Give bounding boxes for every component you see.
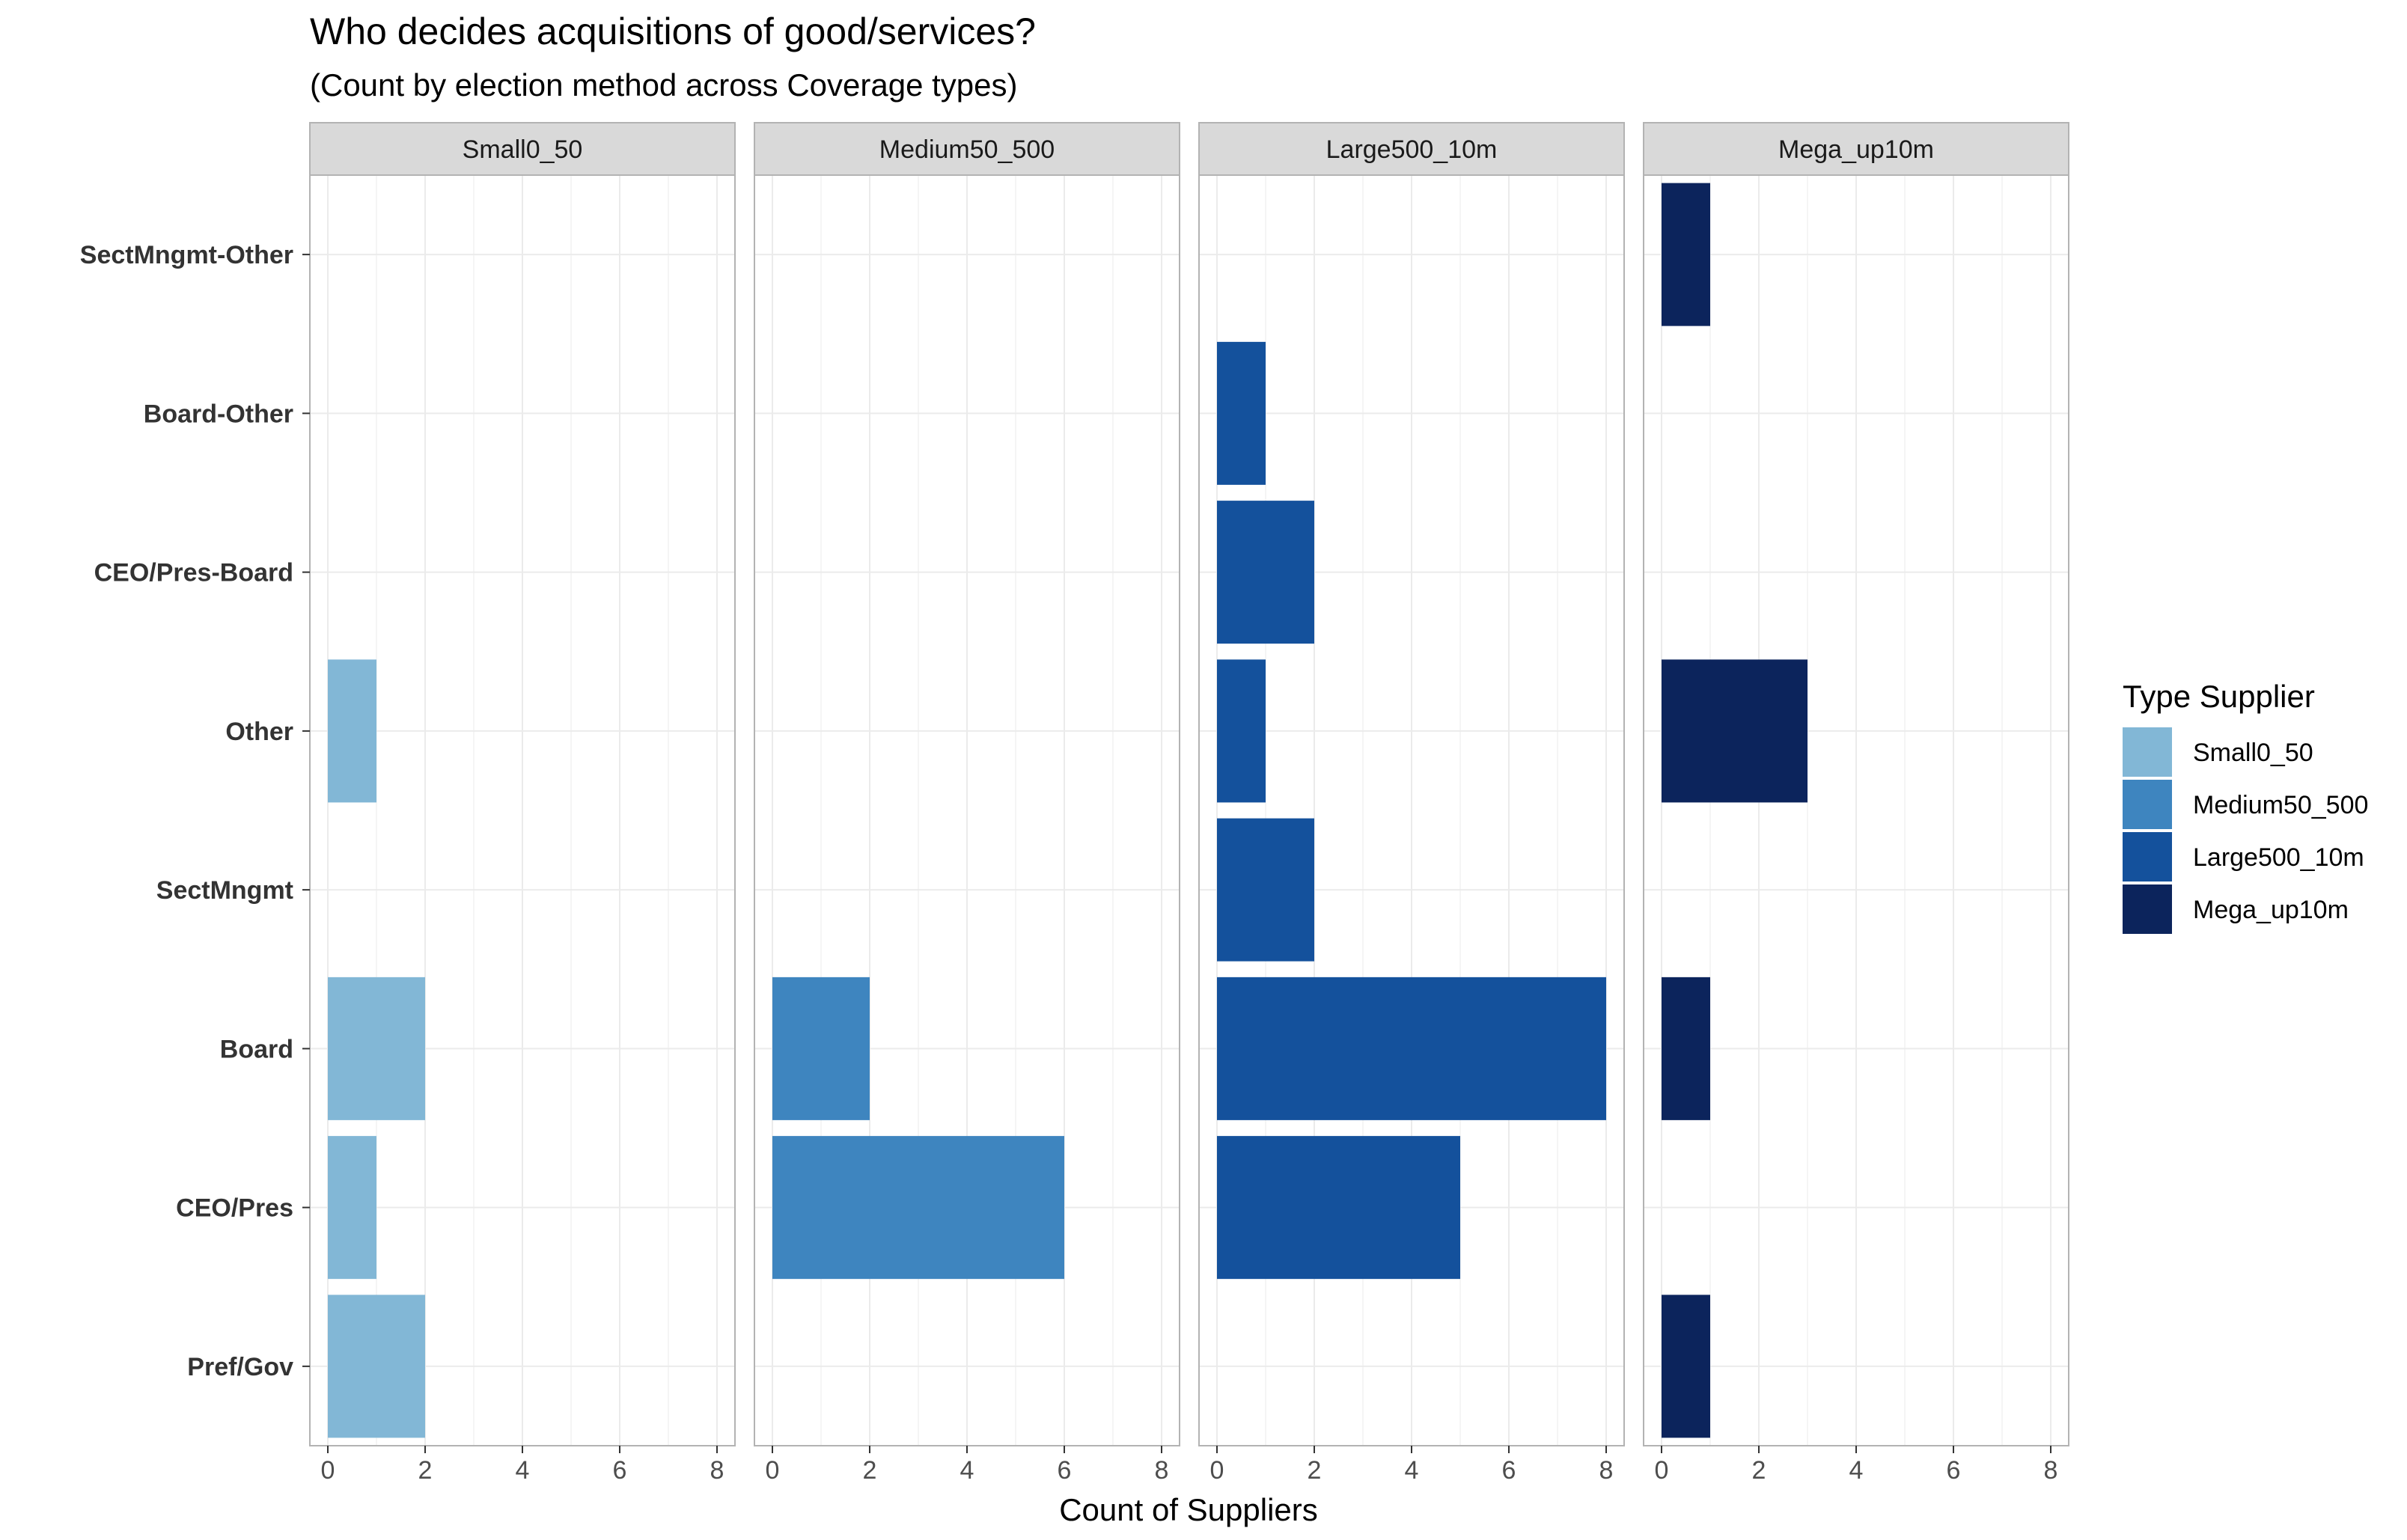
facet-panel-Mega_up10m: Mega_up10m 0 2 4 6 8 [1643, 122, 2069, 1485]
legend-label: Medium50_500 [2193, 791, 2368, 819]
y-axis-labels: SectMngmt-Other Board-Other CEO/Pres-Board… [80, 241, 310, 1381]
bar-CEO/Pres-Board [1217, 501, 1314, 644]
x-tick-label: 6 [1502, 1456, 1516, 1485]
x-tick-label: 0 [321, 1456, 335, 1485]
y-tick-label: SectMngmt [156, 876, 293, 905]
x-tick-label: 8 [1599, 1456, 1614, 1485]
facet-strip [1198, 122, 1625, 176]
chart-subtitle: (Count by election method across Coverag… [310, 67, 1017, 103]
y-tick-label: Board-Other [144, 400, 293, 428]
y-tick-label: SectMngmt-Other [80, 241, 293, 269]
facet-panel-Large500_10m: Large500_10m 0 2 4 6 8 [1198, 122, 1625, 1485]
x-tick-label: 2 [1308, 1456, 1322, 1485]
facet-strip-label: Large500_10m [1326, 135, 1498, 164]
bar-Pref/Gov [1662, 1295, 1710, 1438]
facet-strip [754, 122, 1180, 176]
facet-panel-Small0_50: Small0_50 0 2 4 6 8 [309, 122, 736, 1485]
bar-Board-Other [1217, 341, 1266, 485]
bar-SectMngmt [1217, 818, 1314, 962]
x-tick-label: 2 [863, 1456, 877, 1485]
x-tick-label: 4 [1849, 1456, 1864, 1485]
bar-Other [1217, 659, 1266, 803]
x-tick-label: 6 [613, 1456, 627, 1485]
y-tick-label: Pref/Gov [187, 1353, 293, 1381]
facet-strip [1643, 122, 2069, 176]
legend-title: Type Supplier [2123, 679, 2315, 714]
bar-Other [328, 659, 376, 803]
x-tick-label: 4 [516, 1456, 530, 1485]
x-tick-label: 8 [1155, 1456, 1169, 1485]
facet-panel-Medium50_500: Medium50_500 0 2 4 6 8 [754, 122, 1180, 1485]
bar-CEO/Pres [1217, 1136, 1460, 1280]
x-tick-label: 6 [1947, 1456, 1961, 1485]
facet-strip-label: Small0_50 [463, 135, 583, 164]
x-tick-label: 2 [1752, 1456, 1766, 1485]
bar-CEO/Pres [772, 1136, 1064, 1280]
legend-key-Large500_10m [2123, 832, 2172, 881]
y-tick-label: Board [220, 1035, 293, 1063]
facet-strip-label: Medium50_500 [879, 135, 1055, 164]
x-tick-label: 6 [1058, 1456, 1072, 1485]
bar-Board [1217, 977, 1606, 1120]
y-tick-label: CEO/Pres [176, 1194, 293, 1223]
legend-key-Small0_50 [2123, 727, 2172, 777]
legend-key-Mega_up10m [2123, 884, 2172, 934]
bar-SectMngmt-Other [1662, 183, 1710, 326]
y-tick-label: CEO/Pres-Board [94, 559, 293, 587]
bar-Other [1662, 659, 1807, 803]
x-tick-label: 4 [960, 1456, 974, 1485]
x-tick-label: 0 [1210, 1456, 1224, 1485]
chart-title: Who decides acquisitions of good/service… [310, 10, 1036, 52]
x-tick-label: 4 [1405, 1456, 1419, 1485]
y-tick-label: Other [225, 718, 293, 746]
x-tick-label: 2 [418, 1456, 433, 1485]
x-tick-label: 0 [766, 1456, 780, 1485]
x-tick-label: 8 [2044, 1456, 2058, 1485]
x-tick-label: 0 [1655, 1456, 1669, 1485]
facet-strip [309, 122, 736, 176]
bar-Board [772, 977, 870, 1120]
legend-label: Mega_up10m [2193, 896, 2349, 924]
bar-CEO/Pres [328, 1136, 376, 1280]
legend-label: Small0_50 [2193, 739, 2313, 767]
bar-Pref/Gov [328, 1295, 425, 1438]
legend-key-Medium50_500 [2123, 780, 2172, 829]
bar-Board [328, 977, 425, 1120]
bar-Board [1662, 977, 1710, 1120]
legend-label: Large500_10m [2193, 843, 2364, 872]
x-tick-label: 8 [710, 1456, 724, 1485]
x-axis-title: Count of Suppliers [1059, 1492, 1318, 1527]
legend: Type Supplier Small0_50 Medium50_500 Large… [2123, 679, 2368, 934]
facet-strip-label: Mega_up10m [1778, 135, 1934, 164]
